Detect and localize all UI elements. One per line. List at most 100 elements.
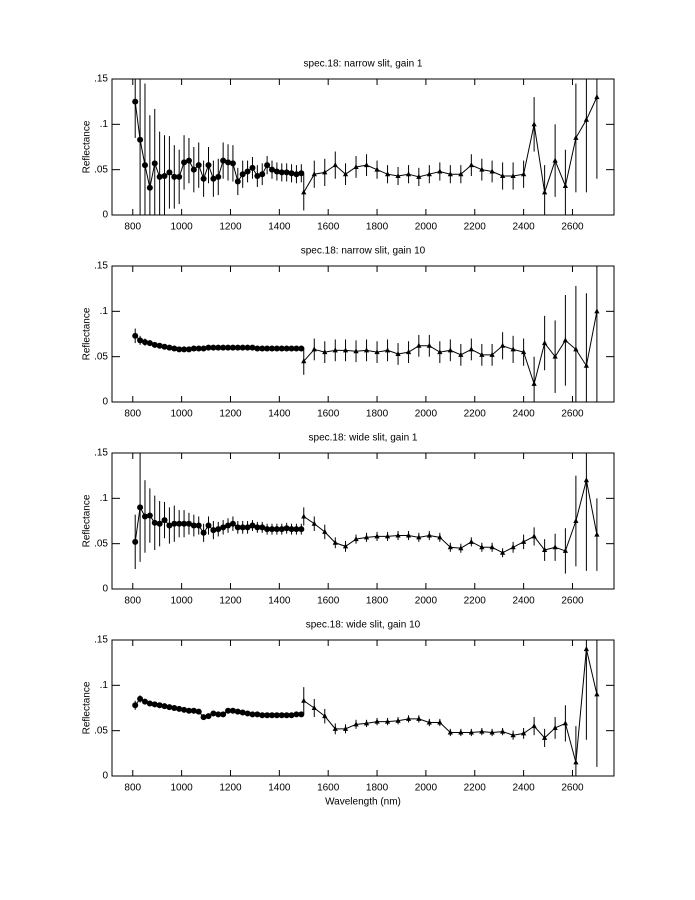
- data-point: [489, 544, 495, 550]
- data-point: [229, 160, 236, 167]
- data-point: [132, 332, 139, 339]
- data-point: [151, 519, 158, 526]
- data-point: [583, 362, 589, 368]
- data-point: [273, 712, 280, 719]
- data-point: [594, 308, 600, 314]
- x-tick-label: 1800: [366, 596, 389, 607]
- data-point: [171, 173, 178, 180]
- data-point: [239, 171, 246, 178]
- data-point: [384, 171, 391, 177]
- data-point: [161, 703, 168, 710]
- x-tick-label: 1000: [170, 409, 193, 420]
- data-point: [215, 526, 222, 533]
- data-point: [166, 344, 173, 351]
- x-tick-label: 1000: [170, 596, 193, 607]
- data-point: [531, 380, 537, 386]
- x-tick-label: 2200: [464, 222, 487, 233]
- data-point: [301, 697, 307, 703]
- x-tick-label: 1600: [317, 222, 340, 233]
- data-point: [353, 721, 359, 727]
- data-point: [195, 345, 202, 352]
- x-tick-label: 1600: [317, 409, 340, 420]
- data-point: [283, 345, 290, 352]
- plot-frame: [111, 452, 615, 590]
- data-point: [489, 351, 495, 357]
- y-tick-label: .15: [94, 635, 108, 646]
- x-tick-label: 2000: [415, 596, 438, 607]
- data-point: [288, 526, 295, 533]
- data-point: [384, 718, 391, 724]
- data-point: [395, 717, 401, 723]
- data-point: [293, 171, 300, 178]
- data-point: [583, 646, 589, 652]
- data-point: [395, 532, 401, 538]
- data-point: [171, 520, 178, 527]
- data-point: [254, 524, 261, 531]
- x-tick-label: 1600: [317, 596, 340, 607]
- data-point: [269, 712, 276, 719]
- data-point: [156, 173, 163, 180]
- data-point: [479, 166, 485, 172]
- data-point: [521, 538, 527, 544]
- x-tick-label: 2400: [512, 783, 535, 794]
- data-point: [311, 346, 317, 352]
- data-point: [322, 713, 328, 719]
- data-point: [156, 342, 163, 349]
- data-point: [137, 695, 144, 702]
- data-point: [298, 170, 305, 177]
- data-point: [489, 168, 495, 174]
- data-point: [254, 173, 261, 180]
- data-point: [215, 344, 222, 351]
- data-point: [395, 350, 401, 356]
- data-point: [298, 345, 305, 352]
- data-point: [141, 698, 148, 705]
- data-point: [573, 346, 579, 352]
- data-point: [437, 349, 443, 355]
- x-tick-label: 2400: [512, 222, 535, 233]
- series-line: [303, 480, 598, 554]
- data-point: [176, 346, 183, 353]
- y-tick-label: .1: [100, 493, 109, 504]
- data-point: [161, 517, 168, 524]
- data-point: [332, 725, 338, 731]
- data-point: [264, 526, 271, 533]
- x-tick-label: 1800: [366, 222, 389, 233]
- y-axis-label: Reflectance: [82, 307, 93, 360]
- data-point: [301, 189, 307, 195]
- data-point: [210, 527, 217, 534]
- y-tick-label: .15: [94, 261, 108, 272]
- x-tick-label: 1400: [268, 783, 291, 794]
- chart-title: spec.18: wide slit, gain 1: [309, 433, 418, 444]
- data-point: [220, 524, 227, 531]
- y-tick-label: 0: [102, 584, 108, 595]
- data-point: [283, 525, 290, 532]
- data-point: [479, 351, 485, 357]
- data-point: [288, 712, 295, 719]
- x-tick-label: 1800: [366, 783, 389, 794]
- data-point: [552, 724, 558, 730]
- data-point: [234, 524, 241, 531]
- y-tick-label: .05: [94, 725, 108, 736]
- data-point: [395, 173, 401, 179]
- panel: spec.18: wide slit, gain 10 Reflectance Wa…: [82, 620, 615, 808]
- data-point: [171, 345, 178, 352]
- x-tick-label: 1200: [219, 409, 242, 420]
- data-point: [437, 719, 443, 725]
- data-point: [447, 729, 453, 735]
- data-point: [283, 169, 290, 176]
- data-point: [249, 344, 256, 351]
- data-point: [293, 526, 300, 533]
- data-point: [259, 524, 266, 531]
- x-tick-label: 800: [124, 783, 141, 794]
- x-tick-label: 1600: [317, 783, 340, 794]
- data-point: [244, 524, 251, 531]
- x-tick-label: 2000: [415, 409, 438, 420]
- data-point: [332, 347, 338, 353]
- data-point: [374, 718, 380, 724]
- x-tick-label: 800: [124, 222, 141, 233]
- x-tick-label: 1200: [219, 222, 242, 233]
- data-point: [468, 729, 474, 735]
- data-point: [447, 171, 453, 177]
- data-point: [146, 184, 153, 191]
